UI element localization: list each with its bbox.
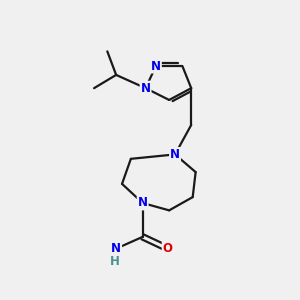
Text: N: N — [138, 196, 148, 209]
Text: N: N — [170, 148, 180, 161]
Text: N: N — [151, 60, 161, 73]
Text: H: H — [110, 254, 120, 268]
Text: O: O — [163, 242, 173, 255]
Text: N: N — [141, 82, 151, 95]
Text: N: N — [111, 242, 121, 255]
